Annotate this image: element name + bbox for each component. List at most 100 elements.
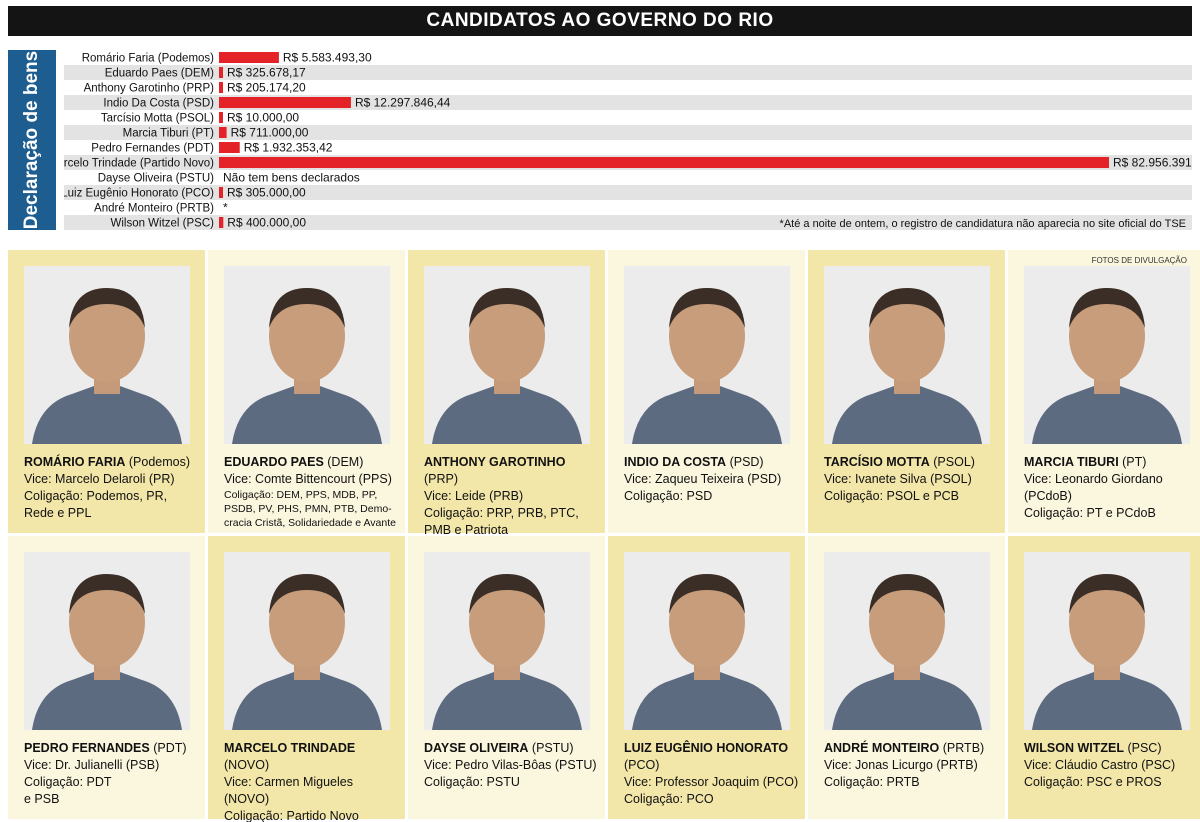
candidate-info: INDIO DA COSTA (PSD) Vice: Zaqueu Teixeir… xyxy=(624,454,799,505)
candidate-detail: Coligação: PSTU xyxy=(424,775,520,789)
bar-value-label: Não tem bens declarados xyxy=(223,171,360,185)
row-band xyxy=(64,65,1192,80)
person-silhouette-icon xyxy=(624,266,790,444)
candidate-photo xyxy=(424,266,590,444)
candidate-detail: Coligação: PSC e PROS xyxy=(1024,775,1162,789)
candidate-name: EDUARDO PAES xyxy=(224,455,324,469)
bar-value-label: R$ 305.000,00 xyxy=(227,186,306,200)
candidate-card: ANDRÉ MONTEIRO (PRTB) Vice: Jonas Licurgo… xyxy=(808,536,1005,819)
bar-value-label: R$ 205.174,20 xyxy=(227,81,306,95)
chart-side-label-box: Declaração de bens xyxy=(8,50,56,230)
candidate-name: ANDRÉ MONTEIRO xyxy=(824,741,940,755)
candidate-card: TARCÍSIO MOTTA (PSOL) Vice: Ivanete Silva… xyxy=(808,250,1005,533)
bar-value-label: R$ 10.000,00 xyxy=(227,111,299,125)
candidates-grid: ROMÁRIO FARIA (Podemos) Vice: Marcelo Del… xyxy=(8,250,1200,822)
bar xyxy=(219,127,227,138)
bar xyxy=(219,187,223,198)
chart-side-label: Declaração de bens xyxy=(21,50,42,230)
bar-category-label: Dayse Oliveira (PSTU) xyxy=(98,173,214,185)
bar-category-label: Pedro Fernandes (PDT) xyxy=(91,143,214,155)
bar-category-label: Romário Faria (Podemos) xyxy=(82,53,214,65)
candidate-photo xyxy=(424,552,590,730)
bar xyxy=(219,97,351,108)
candidate-info: ANTHONY GAROTINHO (PRP) Vice: Leide (PRB)… xyxy=(424,454,599,539)
candidate-party: (PSC) xyxy=(1123,741,1162,755)
person-silhouette-icon xyxy=(24,552,190,730)
candidate-photo xyxy=(1024,266,1190,444)
candidate-photo xyxy=(1024,552,1190,730)
candidate-name: MARCIA TIBURI xyxy=(1024,455,1119,469)
candidate-party: (NOVO) xyxy=(224,758,270,772)
photo-credit: FOTOS DE DIVULGAÇÃO xyxy=(1091,256,1187,265)
row-band xyxy=(64,215,1192,230)
candidate-info: ROMÁRIO FARIA (Podemos) Vice: Marcelo Del… xyxy=(24,454,199,522)
person-silhouette-icon xyxy=(824,552,990,730)
row-band xyxy=(64,125,1192,140)
candidate-detail: Vice: Leide (PRB) xyxy=(424,489,524,503)
person-silhouette-icon xyxy=(824,266,990,444)
candidate-party: (PCO) xyxy=(624,758,660,772)
candidate-photo xyxy=(224,266,390,444)
candidate-name: LUIZ EUGÊNIO HONORATO xyxy=(624,741,789,755)
bar-category-label: Eduardo Paes (DEM) xyxy=(105,68,214,80)
candidate-name: ROMÁRIO FARIA xyxy=(24,455,126,469)
candidate-detail: Coligação: PT e PCdoB xyxy=(1024,506,1156,520)
candidate-detail: Coligação: PSD xyxy=(624,489,713,503)
bar-value-label: R$ 1.932.353,42 xyxy=(244,141,333,155)
candidate-party: (PSD) xyxy=(726,455,764,469)
person-silhouette-icon xyxy=(1024,266,1190,444)
candidate-party: (PDT) xyxy=(149,741,187,755)
candidate-name: INDIO DA COSTA xyxy=(624,455,727,469)
candidate-info: DAYSE OLIVEIRA (PSTU) Vice: Pedro Vilas-B… xyxy=(424,740,599,791)
person-silhouette-icon xyxy=(424,266,590,444)
page-title: CANDIDATOS AO GOVERNO DO RIO xyxy=(8,6,1192,36)
candidate-detail: Coligação: PCO xyxy=(624,792,714,806)
candidate-detail: Vice: Leonardo Giordano xyxy=(1024,472,1163,486)
bar xyxy=(219,67,223,78)
candidate-detail: Coligação: PRP, PRB, PTC, xyxy=(424,506,579,520)
person-silhouette-icon xyxy=(224,552,390,730)
bar xyxy=(219,142,240,153)
candidate-coalition: PSDB, PV, PHS, PMN, PTB, Demo- xyxy=(224,503,392,515)
person-silhouette-icon xyxy=(424,552,590,730)
candidate-detail: Vice: Carmen Migueles (NOVO) xyxy=(224,775,353,806)
candidate-photo xyxy=(824,266,990,444)
bar xyxy=(219,82,223,93)
candidate-name: DAYSE OLIVEIRA xyxy=(424,741,529,755)
candidate-card: WILSON WITZEL (PSC) Vice: Cláudio Castro … xyxy=(1008,536,1200,819)
candidate-card: LUIZ EUGÊNIO HONORATO (PCO) Vice: Profess… xyxy=(608,536,805,819)
bar-value-label: R$ 82.956.391,33 xyxy=(1113,156,1192,170)
candidate-info: MARCIA TIBURI (PT) Vice: Leonardo Giordan… xyxy=(1024,454,1199,522)
candidate-detail: Coligação: PRTB xyxy=(824,775,920,789)
candidate-detail: Vice: Pedro Vilas-Bôas (PSTU) xyxy=(424,758,597,772)
bar-category-label: Indio Da Costa (PSD) xyxy=(103,98,214,110)
bar-category-label: Marcia Tiburi (PT) xyxy=(123,128,215,140)
candidate-party: (PRP) xyxy=(424,472,459,486)
candidate-detail: e PSB xyxy=(24,792,60,806)
candidate-detail: Vice: Marcelo Delaroli (PR) xyxy=(24,472,175,486)
candidate-info: ANDRÉ MONTEIRO (PRTB) Vice: Jonas Licurgo… xyxy=(824,740,999,791)
candidate-name: ANTHONY GAROTINHO xyxy=(424,455,566,469)
candidate-party: (PSOL) xyxy=(929,455,975,469)
bar-category-label: Anthony Garotinho (PRP) xyxy=(84,83,215,95)
candidate-detail: Vice: Professor Joaquim (PCO) xyxy=(624,775,799,789)
assets-bar-chart: Romário Faria (Podemos) R$ 5.583.493,30 Ed… xyxy=(64,51,1192,230)
candidate-info: TARCÍSIO MOTTA (PSOL) Vice: Ivanete Silva… xyxy=(824,454,999,505)
person-silhouette-icon xyxy=(224,266,390,444)
candidate-party: (DEM) xyxy=(323,455,364,469)
candidate-info: LUIZ EUGÊNIO HONORATO (PCO) Vice: Profess… xyxy=(624,740,799,808)
candidate-info: MARCELO TRINDADE (NOVO) Vice: Carmen Migu… xyxy=(224,740,399,822)
candidate-detail: Vice: Comte Bittencourt (PPS) xyxy=(224,472,392,486)
candidate-name: PEDRO FERNANDES xyxy=(24,741,150,755)
candidate-detail: Vice: Dr. Julianelli (PSB) xyxy=(24,758,160,772)
bar-value-label: R$ 325.678,17 xyxy=(227,66,306,80)
candidate-info: PEDRO FERNANDES (PDT) Vice: Dr. Julianell… xyxy=(24,740,199,808)
candidate-detail: Coligação: PDT xyxy=(24,775,112,789)
candidate-detail: (PCdoB) xyxy=(1024,489,1072,503)
bar xyxy=(219,157,1109,168)
bar-value-label: R$ 711.000,00 xyxy=(231,126,309,140)
bar-category-label: André Monteiro (PRTB) xyxy=(94,203,214,215)
candidate-name: TARCÍSIO MOTTA xyxy=(824,455,930,469)
candidate-name: WILSON WITZEL xyxy=(1024,741,1124,755)
candidate-photo xyxy=(624,266,790,444)
